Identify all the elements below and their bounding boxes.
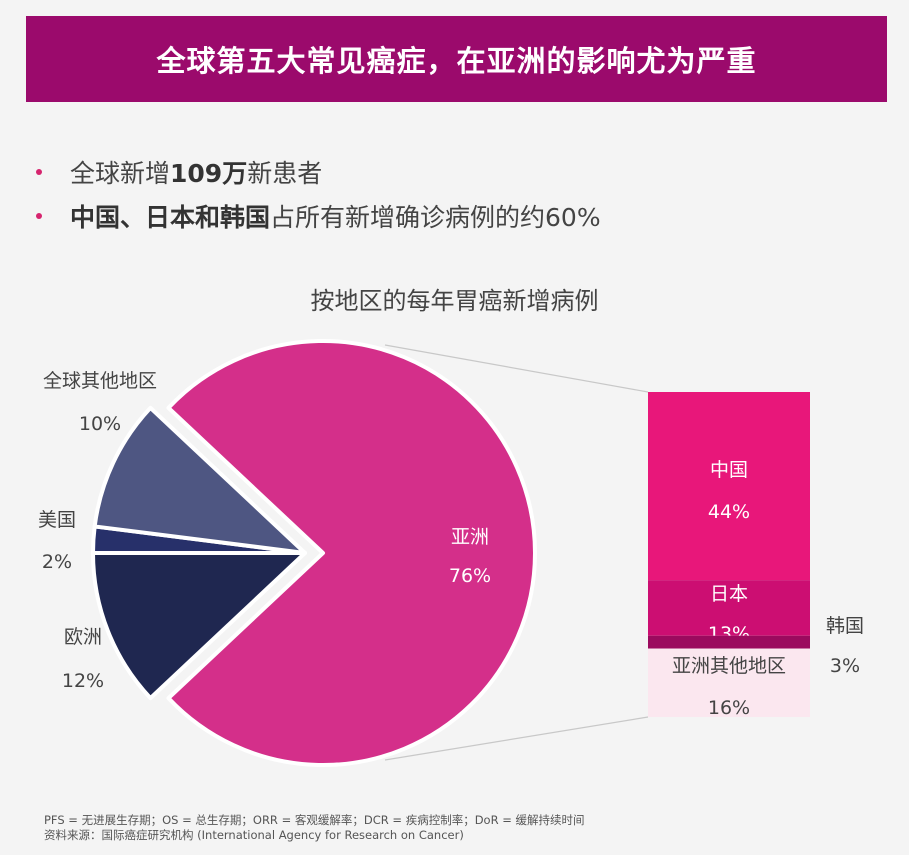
pie-slice-value: 10% xyxy=(79,413,121,435)
connector-line-top xyxy=(384,344,649,393)
bar-segment-rest-of-asia xyxy=(648,648,810,717)
pie-slice-value: 2% xyxy=(42,551,72,573)
pie-slice-label: 全球其他地区 xyxy=(43,370,157,392)
pie-slice-value: 12% xyxy=(62,670,104,692)
footer: PFS = 无进展生存期；OS = 总生存期；ORR = 客观缓解率；DCR =… xyxy=(44,813,585,843)
bullet-item: 全球新增 109万 新患者 xyxy=(36,150,601,194)
bullet-list: 全球新增 109万 新患者 中国、日本和韩国 占所有新增确诊病例的约60% xyxy=(36,150,601,238)
bullet-text-bold: 109万 xyxy=(170,159,248,188)
title-banner: 全球第五大常见癌症，在亚洲的影响尤为严重 xyxy=(26,16,887,102)
bullet-text-bold: 中国、日本和韩国 xyxy=(70,203,271,232)
bar-segment-label: 亚洲其他地区 xyxy=(672,655,786,677)
bar-segment-japan xyxy=(648,580,810,636)
bullet-text-post: 新患者 xyxy=(247,159,323,188)
footer-source: 资料来源：国际癌症研究机构 (International Agency for … xyxy=(44,828,464,842)
pie-slice-rest-of-world xyxy=(92,405,307,555)
pie-slice-label: 亚洲 xyxy=(451,526,489,548)
bullet-text-post: 占所有新增确诊病例的约60% xyxy=(270,203,601,232)
chart-title: 按地区的每年胃癌新增病例 xyxy=(310,287,599,315)
bullet-item: 中国、日本和韩国 占所有新增确诊病例的约60% xyxy=(36,194,601,238)
bar-segment-label: 日本 xyxy=(710,583,748,605)
bar-segment-label: 韩国 xyxy=(826,615,864,637)
bar-segment-china xyxy=(648,392,810,581)
connector-line-bottom xyxy=(384,716,649,761)
pie-slice-asia xyxy=(166,339,537,767)
bar-segment-value: 16% xyxy=(708,697,750,719)
bar-segment-value: 44% xyxy=(708,501,750,523)
pie-slice-europe xyxy=(91,551,307,701)
bullet-text-pre: 全球新增 xyxy=(70,159,171,188)
bar-segment-label: 中国 xyxy=(710,459,748,481)
bullet-dot-icon xyxy=(36,213,42,219)
bar-segment-korea xyxy=(648,635,810,649)
pie-slice-label: 欧洲 xyxy=(64,626,102,648)
bullet-dot-icon xyxy=(36,169,42,175)
bar-segment-value: 3% xyxy=(830,655,860,677)
footer-abbreviations: PFS = 无进展生存期；OS = 总生存期；ORR = 客观缓解率；DCR =… xyxy=(44,813,585,827)
pie-slice-value: 76% xyxy=(449,565,491,587)
page-title: 全球第五大常见癌症，在亚洲的影响尤为严重 xyxy=(156,44,757,78)
pie-slice-label: 美国 xyxy=(38,509,76,531)
